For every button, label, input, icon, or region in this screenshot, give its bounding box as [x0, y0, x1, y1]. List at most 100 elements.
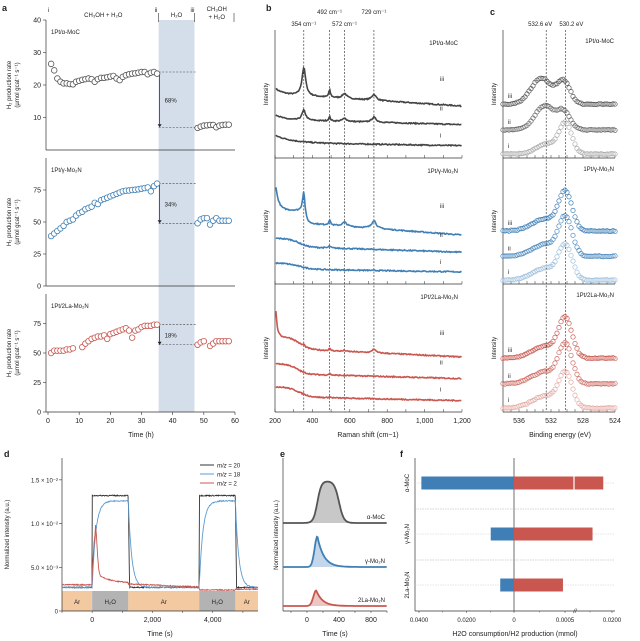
- data-point: [604, 277, 610, 283]
- series-label: 2La-Mo₂N: [358, 598, 385, 604]
- x-tick-label: 4,000: [204, 617, 222, 624]
- panel-e-content: 0 400 800 Normalized intensity (a.u.) α-MoC γ…: [274, 458, 388, 624]
- y-tick-label: 30: [33, 50, 41, 57]
- gas-segment-label: Ar: [244, 600, 250, 606]
- data-point: [588, 101, 594, 107]
- data-point: [554, 382, 560, 388]
- category-label: 2La-Mo₂N: [405, 571, 411, 598]
- xps-curve-ii: [500, 102, 618, 133]
- curve-label-i: i: [440, 260, 441, 266]
- data-point: [588, 381, 594, 387]
- spectrum-iii: [275, 66, 462, 108]
- data-point: [594, 381, 600, 387]
- category-label: α-MoC: [405, 473, 411, 492]
- gas-segment-label: H₂O: [105, 600, 117, 606]
- bar-h2-production: [514, 476, 604, 490]
- data-point: [594, 405, 600, 411]
- y-axis-label: (µmol gcat⁻¹ s⁻¹): [15, 62, 21, 107]
- data-point: [590, 253, 596, 260]
- data-point: [604, 254, 610, 260]
- bar-h2-production: [514, 527, 593, 541]
- data-point: [588, 151, 594, 157]
- data-point: [566, 346, 572, 352]
- xps-curve-i: [500, 119, 618, 158]
- panel-e-letter: e: [280, 449, 285, 459]
- data-point: [590, 405, 596, 411]
- data-point: [592, 406, 598, 412]
- x-tick-label: 536: [513, 418, 525, 425]
- data-point: [610, 405, 616, 411]
- series-line: [62, 494, 259, 590]
- curve-label-ii: ii: [508, 374, 511, 380]
- y-tick-label: 25: [33, 380, 41, 387]
- data-point: [610, 277, 616, 283]
- data-point: [522, 401, 528, 408]
- y-axis-label: (µmol gcat⁻¹ s⁻¹): [15, 330, 21, 375]
- data-point: [558, 218, 564, 224]
- data-point: [606, 127, 612, 133]
- panel-c-letter: c: [490, 7, 495, 17]
- data-point: [566, 320, 572, 326]
- x-tick-label: 600: [344, 418, 356, 425]
- data-point: [566, 246, 572, 252]
- data-point: [570, 232, 576, 238]
- gas-segment-label: Ar: [74, 600, 80, 606]
- data-point: [590, 355, 596, 362]
- xps-curve-i: [500, 241, 618, 284]
- data-point: [592, 355, 598, 361]
- panel-c-xlabel: Binding energy (eV): [529, 432, 591, 439]
- data-point: [606, 151, 612, 157]
- data-point: [604, 405, 610, 411]
- data-point: [606, 277, 612, 283]
- data-point: [153, 321, 161, 328]
- data-point: [572, 366, 578, 372]
- data-point: [590, 278, 596, 284]
- data-point: [540, 76, 546, 82]
- data-point: [572, 141, 578, 147]
- data-point: [546, 140, 552, 146]
- data-point: [69, 345, 77, 352]
- data-point: [153, 70, 161, 77]
- gas-segment: [92, 591, 129, 611]
- panel-b-xlabel: Raman shift (cm−1): [337, 432, 398, 439]
- x-tick-label: 524: [609, 418, 621, 425]
- xps-curve-ii: [500, 213, 618, 260]
- x-tick-label: 60: [231, 418, 239, 425]
- peak-line: [283, 480, 387, 524]
- data-point: [550, 338, 556, 345]
- data-point: [602, 127, 608, 133]
- y-tick-label: 0: [37, 284, 41, 291]
- data-point: [506, 405, 512, 411]
- x-tick-label: 200: [269, 418, 281, 425]
- y-tick-label: 1.0 × 10⁻²: [31, 522, 58, 528]
- data-point: [225, 338, 232, 345]
- phase-roman-iii: iii: [190, 8, 194, 14]
- data-point: [564, 80, 570, 86]
- data-point: [506, 355, 512, 361]
- data-point: [502, 101, 508, 107]
- data-point: [528, 221, 534, 227]
- data-point: [506, 253, 512, 259]
- data-point: [570, 334, 576, 340]
- data-point: [600, 355, 606, 361]
- data-point: [588, 227, 594, 234]
- subplot-1: 0 25 50 75 1Pt/γ-Mo₂N H₂ production rate (µmol…: [7, 158, 235, 291]
- data-point: [604, 151, 610, 157]
- data-point: [586, 381, 592, 387]
- data-point: [608, 405, 614, 411]
- data-point: [592, 228, 598, 234]
- curve-label-ii: ii: [508, 120, 511, 126]
- data-point: [516, 150, 522, 156]
- data-point: [596, 277, 602, 283]
- data-point: [584, 405, 590, 411]
- y-axis-label: H₂ production rate: [7, 60, 13, 109]
- data-point: [554, 228, 560, 234]
- spectrum-i: [275, 261, 462, 274]
- phase-label: H₂O: [171, 13, 183, 19]
- data-point: [500, 127, 506, 133]
- data-point: [128, 334, 136, 341]
- gas-segment-label: Ar: [161, 600, 167, 606]
- data-point: [596, 381, 602, 387]
- data-point: [586, 355, 592, 361]
- data-point: [582, 127, 588, 133]
